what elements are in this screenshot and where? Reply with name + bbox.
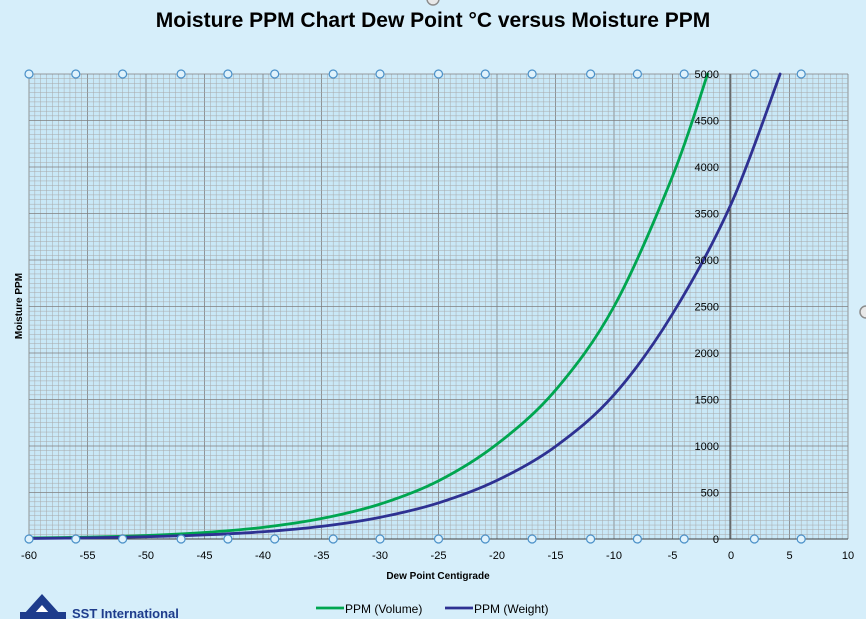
x-axis-title: Dew Point Centigrade (386, 571, 490, 582)
x-tick-label: -50 (138, 550, 154, 562)
series-line-0 (27, 72, 709, 540)
logo: SST International (20, 594, 179, 619)
x-tick-label: -45 (197, 550, 213, 562)
selection-handle (433, 534, 444, 544)
x-tick-label: -25 (431, 550, 447, 562)
y-tick-label: 3000 (695, 255, 719, 267)
selection-handle (117, 69, 128, 79)
x-tick-label: -10 (606, 550, 622, 562)
selection-handle (176, 534, 186, 544)
x-tick-label: -40 (255, 550, 271, 562)
selection-handle (749, 534, 760, 544)
y-tick-label: 3500 (695, 209, 719, 221)
y-tick-label: 2500 (695, 302, 719, 314)
x-tick-label: -20 (489, 550, 505, 562)
selection-handle (480, 69, 490, 79)
selection-handle (480, 534, 490, 544)
selection-handle (223, 534, 233, 544)
legend-label-0: PPM (Volume) (345, 602, 422, 616)
frame-handle (426, 0, 440, 6)
selection-handle (24, 69, 34, 79)
x-tick-label: -55 (80, 550, 96, 562)
x-tick-label: -35 (314, 550, 330, 562)
y-tick-label: 500 (701, 488, 719, 500)
gridlines (28, 73, 849, 540)
x-tick-label: 10 (842, 550, 854, 562)
y-tick-label: 4000 (695, 162, 719, 174)
selection-handle (585, 69, 596, 79)
x-tick-label: 0 (728, 550, 734, 562)
legend: PPM (Volume) PPM (Weight) (316, 602, 548, 616)
y-tick-label: 0 (713, 534, 719, 546)
x-tick-label: -60 (21, 550, 37, 562)
selection-handle (527, 69, 537, 79)
selection-handle (270, 69, 280, 79)
y-axis-title: Moisture PPM (14, 273, 25, 339)
selection-handle (796, 69, 806, 79)
selection-handle (375, 534, 385, 544)
frame-handle (859, 305, 866, 319)
selection-handle (679, 534, 689, 544)
y-tick-label: 1500 (695, 395, 719, 407)
y-tick-label: 1000 (695, 441, 719, 453)
selection-handle (632, 534, 643, 544)
chart-title: Moisture PPM Chart Dew Point °C versus M… (156, 9, 711, 32)
selection-handle (433, 69, 444, 79)
y-tick-label: 2000 (695, 348, 719, 360)
legend-label-1: PPM (Weight) (474, 602, 548, 616)
selection-handle (270, 534, 280, 544)
x-tick-label: -15 (548, 550, 564, 562)
y-tick-label: 4500 (695, 116, 719, 128)
selection-handle (328, 69, 338, 79)
selection-handle (71, 534, 81, 544)
logo-text: SST International (72, 606, 179, 619)
selection-handle (527, 534, 537, 544)
tick-labels: -60 -55 -50 -45 -40 -35 -30 -25 -20 -15 -10 -5 0 5 100… (21, 69, 854, 562)
x-tick-label: -5 (668, 550, 678, 562)
selection-handle (585, 534, 596, 544)
selection-handles (24, 0, 866, 544)
sst-logo-icon (20, 594, 66, 619)
selection-handle (24, 534, 34, 544)
selection-handle (176, 69, 186, 79)
x-tick-label: 5 (786, 550, 792, 562)
selection-handle (749, 69, 760, 79)
series-line-1 (27, 72, 782, 540)
selection-handle (117, 534, 128, 544)
selection-handle (679, 69, 689, 79)
series-lines (27, 72, 782, 540)
selection-handle (632, 69, 643, 79)
y-tick-label: 5000 (695, 69, 719, 81)
selection-handle (328, 534, 338, 544)
selection-handle (71, 69, 81, 79)
selection-handle (223, 69, 233, 79)
x-tick-label: -30 (372, 550, 388, 562)
selection-handle (375, 69, 385, 79)
selection-handle (796, 534, 806, 544)
